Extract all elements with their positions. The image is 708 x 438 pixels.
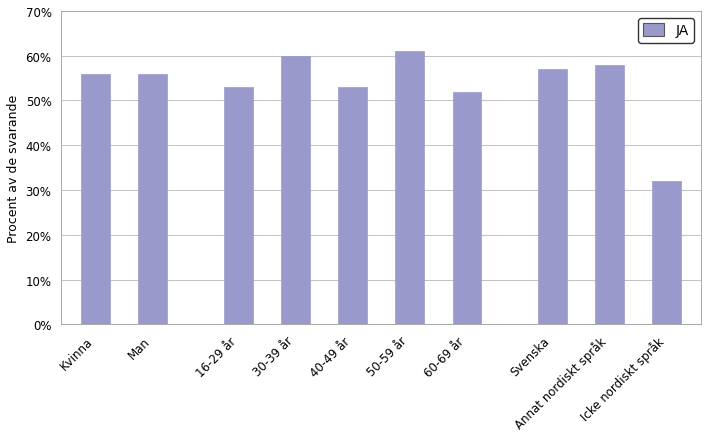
- Y-axis label: Procent av de svarande: Procent av de svarande: [7, 94, 20, 242]
- Bar: [281, 57, 309, 325]
- Bar: [452, 92, 481, 325]
- Bar: [224, 88, 253, 325]
- Bar: [653, 182, 681, 325]
- Bar: [138, 74, 167, 325]
- Legend: JA: JA: [638, 19, 694, 44]
- Bar: [396, 52, 424, 325]
- Bar: [338, 88, 367, 325]
- Bar: [81, 74, 110, 325]
- Bar: [538, 70, 567, 325]
- Bar: [595, 66, 624, 325]
